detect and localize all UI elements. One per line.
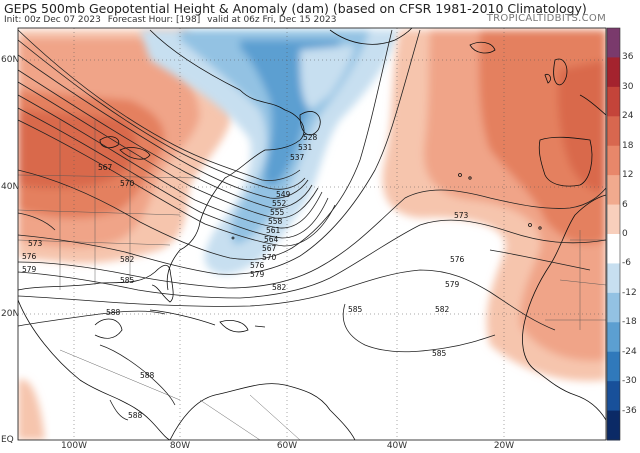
- colorbar-swatch: [607, 145, 620, 176]
- contour-label-582: 582: [120, 255, 135, 264]
- contour-label-567: 567: [98, 163, 113, 172]
- lon-label-20w: 20W: [493, 441, 515, 451]
- colorbar-swatch: [607, 28, 620, 58]
- colorbar-tick-label: 6: [622, 199, 628, 210]
- colorbar-swatch: [607, 410, 620, 441]
- colorbar-tick-label: -6: [622, 258, 631, 269]
- contour-label-570: 570: [120, 179, 135, 188]
- colorbar-tick-label: 0: [622, 229, 628, 239]
- colorbar-tick-label: 24: [622, 111, 634, 122]
- init-time: Init: 00z Dec 07 2023: [4, 15, 101, 25]
- contour-label-552: 552: [272, 199, 287, 208]
- coastlines: [18, 28, 606, 440]
- colorbar-swatch: [607, 292, 620, 323]
- colorbar-frame: [606, 27, 621, 441]
- colorbar-tick-label: 12: [622, 170, 634, 181]
- contour-label-576c: 576: [450, 255, 465, 264]
- contour-label-549: 549: [276, 190, 291, 199]
- lat-label-40n: 40N: [1, 182, 20, 192]
- contour-label-588: 588: [106, 308, 121, 317]
- contour-label-585c: 585: [432, 349, 447, 358]
- colorbar-tick-label: -24: [622, 346, 637, 357]
- colorbar-tick-label: 36: [622, 52, 634, 63]
- forecast-hour: Forecast Hour: [198]: [107, 15, 201, 25]
- contour-labels: 567 570 573 576 579 582 585 588 588 588 …: [22, 133, 469, 420]
- brand-watermark: TROPICALTIDBITS.COM: [486, 13, 606, 24]
- lat-label-60n: 60N: [1, 55, 20, 65]
- colorbar-swatch: [607, 263, 620, 294]
- contour-label-588c: 588: [128, 411, 143, 420]
- contour-label-573b: 573: [454, 211, 469, 220]
- subtitle: Init: 00z Dec 07 2023 Forecast Hour: [19…: [4, 15, 340, 25]
- contour-label-558: 558: [268, 217, 283, 226]
- colorbar-tick-label: -18: [622, 317, 637, 328]
- colorbar-tick-label: 18: [622, 140, 634, 151]
- contour-label-561: 561: [266, 226, 281, 235]
- colorbar-swatch: [607, 57, 620, 88]
- contour-label-582c: 582: [435, 305, 450, 314]
- colorbar-tick-label: -36: [622, 405, 637, 416]
- graticule: [18, 28, 606, 440]
- contour-label-588b: 588: [140, 371, 155, 380]
- colorbar-swatch: [607, 322, 620, 353]
- contour-label-585b: 585: [348, 305, 363, 314]
- colorbar: [606, 27, 621, 441]
- contour-label-555: 555: [270, 208, 285, 217]
- contour-label-576b: 576: [250, 261, 265, 270]
- lat-label-20n: 20N: [1, 309, 20, 319]
- positive-anomaly-pacific: [18, 379, 45, 440]
- lon-label-80w: 80W: [169, 441, 191, 451]
- political-borders: [18, 120, 606, 440]
- colorbar-tick-label: 30: [622, 81, 634, 92]
- colorbar-tick-label: -30: [622, 376, 637, 387]
- contour-label-579: 579: [22, 265, 37, 274]
- contour-label-582b: 582: [272, 283, 287, 292]
- positive-anomaly-us: [18, 30, 232, 264]
- contour-label-564: 564: [264, 235, 279, 244]
- height-contours: [18, 29, 606, 421]
- contour-label-576: 576: [22, 252, 37, 261]
- lon-label-100w: 100W: [60, 441, 88, 451]
- colorbar-swatch: [607, 86, 620, 117]
- negative-anomaly-trough: [140, 30, 400, 275]
- colorbar-swatch: [607, 175, 620, 206]
- colorbar-swatch: [607, 234, 620, 264]
- contour-label-579c: 579: [445, 280, 460, 289]
- colorbar-swatch: [607, 204, 620, 235]
- colorbar-tick-label: -12: [622, 287, 637, 298]
- contour-label-585: 585: [120, 276, 135, 285]
- lon-label-40w: 40W: [386, 441, 408, 451]
- page-title: GEPS 500mb Geopotential Height & Anomaly…: [4, 1, 587, 16]
- contour-label-579b: 579: [250, 270, 265, 279]
- contour-label-537: 537: [290, 153, 305, 162]
- contour-label-528: 528: [303, 133, 318, 142]
- lat-label-eq: EQ: [1, 435, 14, 445]
- valid-time: valid at 06z Fri, Dec 15 2023: [207, 15, 337, 25]
- contour-label-531: 531: [298, 143, 313, 152]
- colorbar-swatch: [607, 116, 620, 147]
- colorbar-swatch: [607, 351, 620, 382]
- positive-anomaly-atlantic: [382, 30, 606, 381]
- map-frame: [17, 27, 607, 441]
- contour-label-567b: 567: [262, 244, 277, 253]
- lon-label-60w: 60W: [276, 441, 298, 451]
- colorbar-swatch: [607, 381, 620, 412]
- contour-label-570b: 570: [262, 253, 277, 262]
- contour-label-573: 573: [28, 239, 43, 248]
